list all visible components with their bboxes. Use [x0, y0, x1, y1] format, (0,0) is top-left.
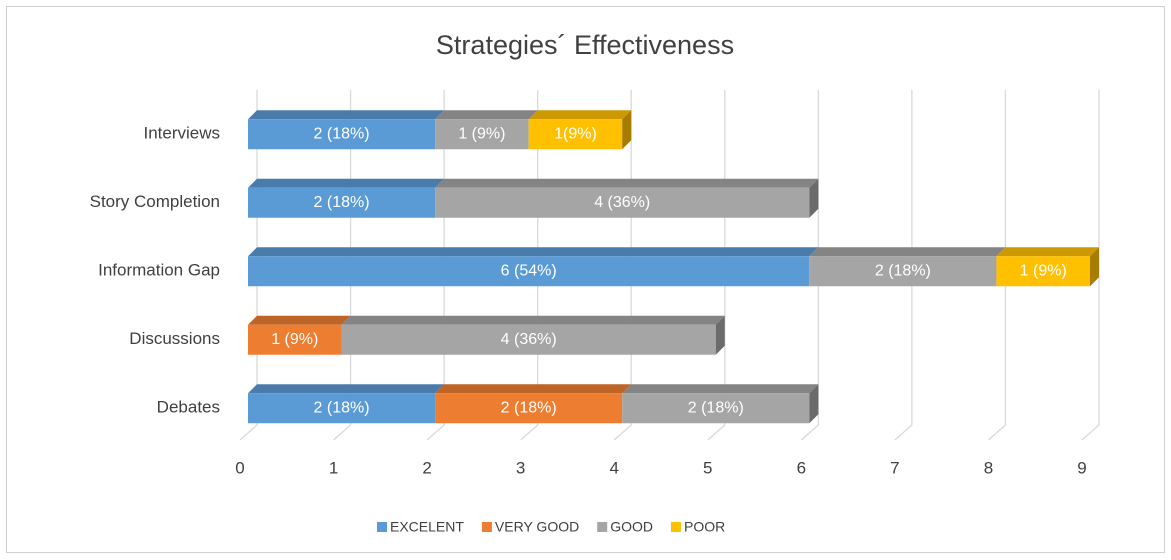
bar-depth	[809, 384, 819, 424]
data-label: 2 (18%)	[314, 125, 370, 142]
legend-swatch	[671, 522, 681, 532]
bar	[435, 393, 623, 424]
bar	[622, 393, 810, 424]
x-tick-label: 6	[797, 458, 806, 477]
x-tick-label: 8	[984, 458, 993, 477]
data-label: 1 (9%)	[458, 125, 505, 142]
bar-top	[248, 247, 819, 257]
x-tick-label: 5	[703, 458, 712, 477]
data-label: 2 (18%)	[314, 399, 370, 416]
bar	[435, 119, 529, 150]
y-tick-label: Discussions	[129, 329, 220, 348]
legend-label: EXCELENT	[390, 519, 464, 535]
data-label: 1(9%)	[554, 125, 597, 142]
grid-line	[988, 90, 1007, 441]
bar-top	[435, 384, 632, 394]
bar-depth	[809, 178, 819, 218]
x-tick-label: 3	[516, 458, 525, 477]
y-tick-label: Story Completion	[90, 192, 220, 211]
data-label: 1 (9%)	[1020, 262, 1067, 279]
x-tick-label: 1	[329, 458, 338, 477]
bar-top	[341, 315, 725, 325]
bar	[435, 187, 810, 218]
bar	[248, 256, 810, 287]
grid-line	[1081, 90, 1100, 441]
y-tick-label: Debates	[157, 398, 220, 417]
bar	[809, 256, 997, 287]
bar-top	[435, 110, 538, 120]
x-tick-label: 9	[1077, 458, 1086, 477]
y-tick-label: Interviews	[143, 124, 220, 143]
data-label: 4 (36%)	[501, 331, 557, 348]
data-label: 2 (18%)	[688, 399, 744, 416]
bar-top	[248, 110, 445, 120]
bar-top	[248, 384, 445, 394]
bar	[248, 324, 342, 355]
legend-label: POOR	[684, 519, 725, 535]
bar-top	[248, 315, 351, 325]
chart-title: Strategies´ Effectiveness	[436, 30, 734, 60]
y-tick-label: Information Gap	[98, 261, 220, 280]
bar	[341, 324, 716, 355]
bar-depth	[1090, 247, 1099, 287]
grid-line	[894, 90, 913, 441]
x-tick-label: 7	[890, 458, 899, 477]
data-label: 2 (18%)	[501, 399, 557, 416]
data-label: 6 (54%)	[501, 262, 557, 279]
legend-swatch	[481, 522, 492, 532]
bar-top	[528, 110, 632, 120]
x-tick-label: 0	[235, 458, 244, 477]
data-label: 2 (18%)	[314, 194, 370, 211]
bar	[248, 187, 436, 218]
legend-label: GOOD	[610, 519, 653, 535]
bar-top	[435, 178, 819, 188]
legend-swatch	[597, 522, 608, 532]
data-label: 2 (18%)	[875, 262, 931, 279]
bar-top	[996, 247, 1099, 257]
data-label: 4 (36%)	[594, 194, 650, 211]
bar	[248, 119, 436, 150]
legend-label: VERY GOOD	[495, 519, 579, 535]
bar-depth	[622, 110, 632, 150]
data-label: 1 (9%)	[271, 331, 318, 348]
bar	[248, 393, 436, 424]
bar-top	[622, 384, 819, 394]
bar	[996, 256, 1090, 287]
bar-top	[248, 178, 445, 188]
legend-swatch	[377, 522, 387, 532]
x-tick-label: 2	[422, 458, 431, 477]
bar-top	[809, 247, 1006, 257]
bar	[528, 119, 623, 150]
x-tick-label: 4	[609, 458, 618, 477]
bar-depth	[715, 315, 725, 355]
